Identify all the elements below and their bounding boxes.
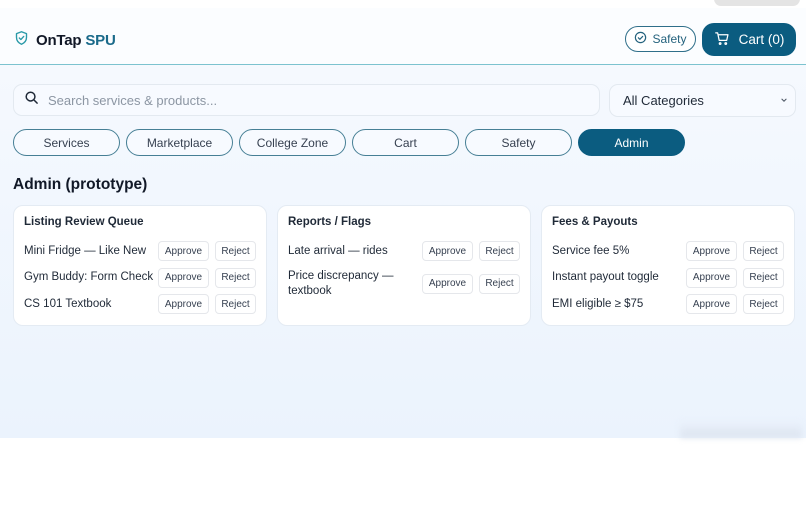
item-label: Price discrepancy — textbook [288, 269, 394, 297]
page-title: Admin (prototype) [13, 176, 148, 193]
list-item: Instant payout toggle Approve Reject [552, 265, 784, 292]
tab-college-zone[interactable]: College Zone [239, 129, 346, 156]
approve-button[interactable]: Approve [686, 241, 737, 262]
item-label: Service fee 5% [552, 244, 630, 257]
approve-button[interactable]: Approve [686, 267, 737, 288]
approve-button[interactable]: Approve [158, 294, 209, 315]
reject-button[interactable]: Reject [743, 294, 784, 315]
brand-accent: SPU [85, 32, 116, 49]
item-label: Mini Fridge — Like New [24, 244, 147, 257]
card-fees-payouts: Fees & Payouts Service fee 5% Approve Rej… [541, 205, 795, 326]
list-item: Late arrival — rides Approve Reject [288, 238, 520, 265]
reject-button[interactable]: Reject [479, 273, 520, 294]
cart-label: Cart (0) [738, 32, 785, 47]
tab-cart[interactable]: Cart [352, 129, 459, 156]
approve-button[interactable]: Approve [158, 267, 209, 288]
reject-button[interactable]: Reject [215, 294, 256, 315]
shield-check-icon [14, 30, 29, 51]
approve-button[interactable]: Approve [422, 241, 473, 262]
card-listing-review-queue: Listing Review Queue Mini Fridge — Like … [13, 205, 267, 326]
item-label: Gym Buddy: Form Check [24, 271, 154, 284]
app-window: OnTap SPU Safety Cart (0) All Categories… [0, 0, 806, 438]
item-label: CS 101 Textbook [24, 297, 112, 310]
header-cart-button[interactable]: Cart (0) [702, 23, 796, 56]
item-label: Late arrival — rides [288, 244, 388, 257]
list-item: Gym Buddy: Form Check Approve Reject [24, 265, 256, 292]
list-item: CS 101 Textbook Approve Reject [24, 291, 256, 318]
chevron-down-icon [779, 93, 789, 108]
check-circle-icon [634, 31, 647, 47]
header-safety-button[interactable]: Safety [625, 26, 696, 52]
tab-safety[interactable]: Safety [465, 129, 572, 156]
safety-label: Safety [652, 32, 687, 46]
list-item: Service fee 5% Approve Reject [552, 238, 784, 265]
tab-marketplace[interactable]: Marketplace [126, 129, 233, 156]
list-item: Price discrepancy — textbook Approve Reje… [288, 265, 520, 303]
card-title: Fees & Payouts [552, 216, 638, 228]
brand[interactable]: OnTap SPU [14, 30, 116, 51]
category-select[interactable]: All Categories [609, 84, 796, 117]
reject-button[interactable]: Reject [215, 241, 256, 262]
card-title: Reports / Flags [288, 216, 372, 228]
approve-button[interactable]: Approve [158, 241, 209, 262]
item-label: Instant payout toggle [552, 271, 659, 284]
top-pill [714, 0, 800, 6]
card-reports-flags: Reports / Flags Late arrival — rides App… [277, 205, 531, 326]
brand-name: OnTap SPU [36, 32, 116, 49]
list-item: EMI eligible ≥ $75 Approve Reject [552, 291, 784, 318]
shopping-cart-icon [714, 31, 730, 49]
search-bar[interactable] [13, 84, 600, 116]
top-header: OnTap SPU Safety Cart (0) [0, 8, 806, 65]
reject-button[interactable]: Reject [743, 241, 784, 262]
search-icon [24, 90, 39, 110]
tab-services[interactable]: Services [13, 129, 120, 156]
category-selected-value: All Categories [623, 93, 704, 108]
item-label: EMI eligible ≥ $75 [552, 297, 644, 310]
top-strip [0, 0, 806, 8]
nav-tabs: Services Marketplace College Zone Cart S… [13, 129, 685, 156]
reject-button[interactable]: Reject [215, 267, 256, 288]
search-input[interactable] [48, 92, 568, 108]
approve-button[interactable]: Approve [422, 273, 473, 294]
floating-shadow [680, 422, 802, 438]
approve-button[interactable]: Approve [686, 294, 737, 315]
reject-button[interactable]: Reject [479, 241, 520, 262]
reject-button[interactable]: Reject [743, 267, 784, 288]
tab-admin[interactable]: Admin [578, 129, 685, 156]
card-title: Listing Review Queue [24, 216, 144, 228]
list-item: Mini Fridge — Like New Approve Reject [24, 238, 256, 265]
